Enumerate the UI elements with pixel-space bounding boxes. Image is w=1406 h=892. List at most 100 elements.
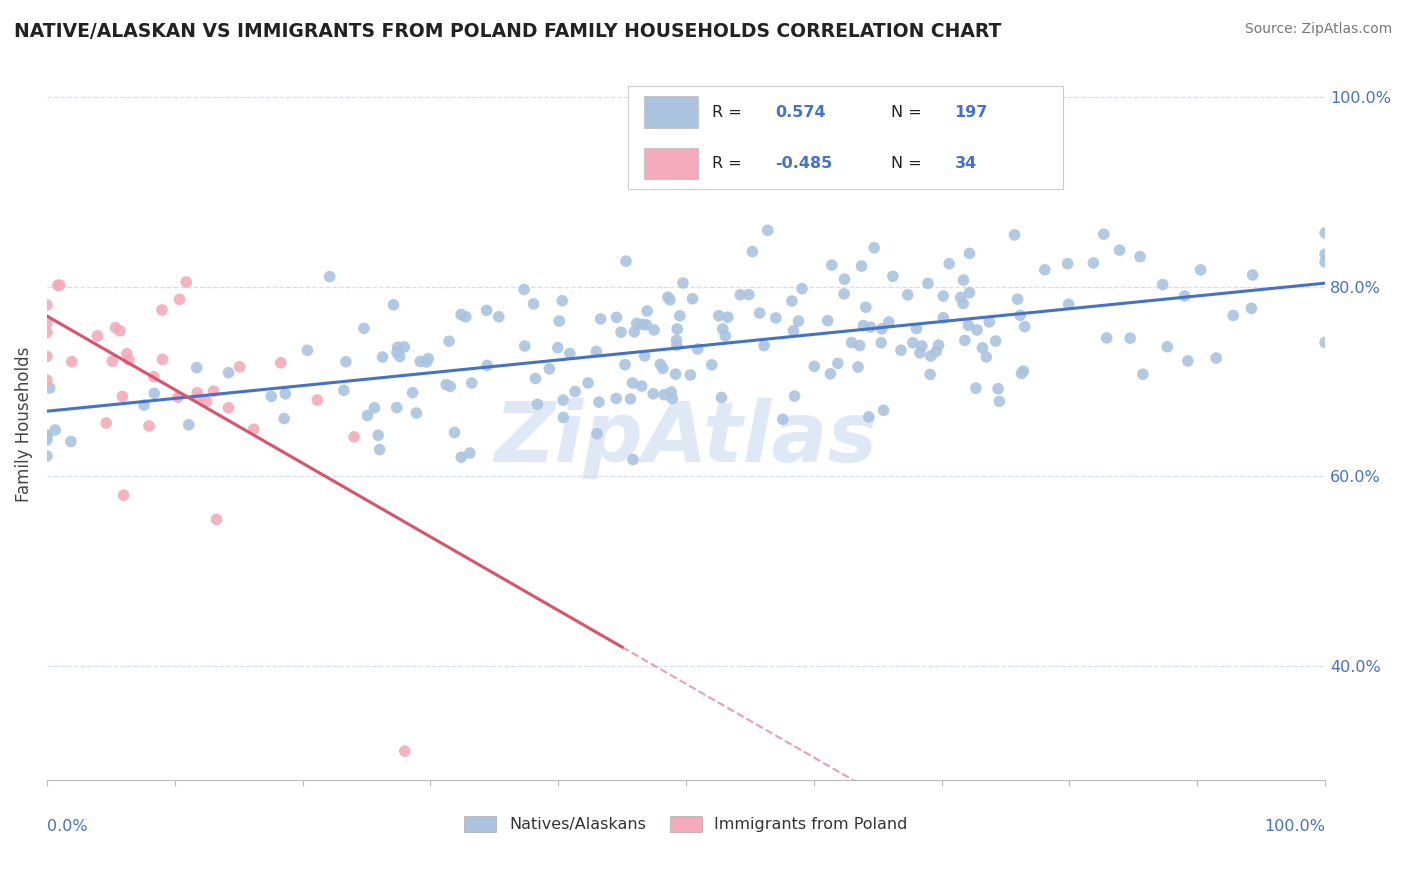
Point <box>650 358 672 372</box>
Point <box>908 346 931 360</box>
FancyBboxPatch shape <box>644 96 697 128</box>
Point <box>394 340 416 354</box>
Point <box>636 318 658 332</box>
Point <box>382 298 405 312</box>
Point <box>387 340 409 354</box>
Point <box>965 381 987 395</box>
Point <box>738 287 761 301</box>
Point <box>966 323 988 337</box>
Point <box>1189 263 1212 277</box>
Point <box>827 356 849 370</box>
Point <box>1095 331 1118 345</box>
Point <box>1156 340 1178 354</box>
Point <box>938 257 960 271</box>
Point <box>513 283 536 297</box>
Point <box>631 318 654 332</box>
Point <box>1177 354 1199 368</box>
Point <box>1205 351 1227 365</box>
Point <box>371 350 394 364</box>
Point <box>1132 368 1154 382</box>
Point <box>186 360 208 375</box>
Point <box>458 446 481 460</box>
Point <box>523 297 546 311</box>
Point <box>658 293 681 307</box>
Point <box>418 351 440 366</box>
Point <box>621 452 644 467</box>
Point <box>790 282 813 296</box>
Point <box>138 419 160 434</box>
Point <box>841 335 863 350</box>
Point <box>205 512 228 526</box>
Point <box>450 450 472 465</box>
Point <box>679 368 702 382</box>
Point <box>730 287 752 301</box>
Point <box>700 358 723 372</box>
Point <box>524 371 547 385</box>
Point <box>1007 292 1029 306</box>
Point <box>218 401 240 415</box>
Point <box>48 278 70 293</box>
Point <box>586 426 609 441</box>
Point <box>765 310 787 325</box>
Point <box>35 298 58 312</box>
Point <box>415 355 437 369</box>
Point <box>1033 262 1056 277</box>
Point <box>633 349 655 363</box>
Point <box>643 386 665 401</box>
Point <box>614 358 637 372</box>
Point <box>917 277 939 291</box>
Point <box>335 355 357 369</box>
Point <box>1240 301 1263 316</box>
Point <box>177 417 200 432</box>
Point <box>35 316 58 330</box>
Point <box>1004 227 1026 242</box>
Point <box>614 254 637 268</box>
Text: R =: R = <box>711 104 747 120</box>
Point <box>35 326 58 340</box>
Point <box>307 392 329 407</box>
Point <box>959 285 981 300</box>
Point <box>115 346 138 360</box>
Text: R =: R = <box>711 156 747 171</box>
Point <box>1010 367 1032 381</box>
Point <box>987 382 1010 396</box>
Point <box>585 344 607 359</box>
Point <box>385 401 408 415</box>
Point <box>972 341 994 355</box>
Point <box>150 302 173 317</box>
Point <box>1010 308 1032 322</box>
Point <box>434 377 457 392</box>
Point <box>356 409 378 423</box>
Point <box>932 310 955 325</box>
Point <box>772 412 794 426</box>
Point <box>897 288 920 302</box>
Point <box>152 352 174 367</box>
Point <box>1222 309 1244 323</box>
Point <box>1092 227 1115 242</box>
Point <box>803 359 825 374</box>
Point <box>558 346 581 360</box>
Point <box>35 449 58 463</box>
Point <box>1173 289 1195 303</box>
Point <box>343 430 366 444</box>
Point <box>439 379 461 393</box>
Point <box>741 244 763 259</box>
Point <box>714 329 737 343</box>
Point <box>932 289 955 303</box>
Point <box>707 309 730 323</box>
Legend: Natives/Alaskans, Immigrants from Poland: Natives/Alaskans, Immigrants from Poland <box>464 815 908 832</box>
Point <box>588 395 610 409</box>
Point <box>553 393 575 408</box>
Text: Source: ZipAtlas.com: Source: ZipAtlas.com <box>1244 22 1392 37</box>
Point <box>538 362 561 376</box>
Point <box>1119 331 1142 345</box>
Point <box>682 292 704 306</box>
Point <box>623 325 645 339</box>
Text: ZipAtlas: ZipAtlas <box>495 398 877 479</box>
Point <box>911 339 934 353</box>
Point <box>101 354 124 368</box>
Point <box>952 273 974 287</box>
Point <box>564 384 586 399</box>
Point <box>872 403 894 417</box>
Point <box>643 323 665 337</box>
